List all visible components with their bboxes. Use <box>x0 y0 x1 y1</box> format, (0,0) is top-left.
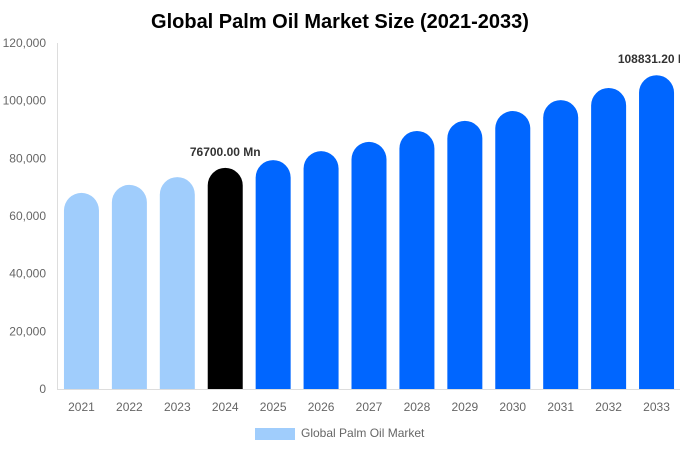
x-tick-label: 2023 <box>164 400 191 414</box>
x-tick-label: 2028 <box>404 400 431 414</box>
x-tick-label: 2027 <box>356 400 383 414</box>
x-tick-label: 2026 <box>308 400 335 414</box>
bar-2028[interactable] <box>399 130 435 390</box>
y-tick-label: 80,000 <box>9 151 46 165</box>
bar-2027[interactable] <box>351 141 387 389</box>
legend-swatch <box>255 428 295 440</box>
x-tick-label: 2031 <box>547 400 574 414</box>
x-tick-label: 2030 <box>499 400 526 414</box>
bar-2031[interactable] <box>543 100 579 389</box>
legend[interactable]: Global Palm Oil Market <box>255 426 425 440</box>
bar-2032[interactable] <box>591 87 627 389</box>
bar-2026[interactable] <box>303 151 339 389</box>
bar-2033[interactable] <box>639 75 675 390</box>
x-tick-label: 2029 <box>451 400 478 414</box>
y-tick-label: 40,000 <box>9 267 46 281</box>
x-tick-label: 2032 <box>595 400 622 414</box>
bar-2022[interactable] <box>111 184 147 389</box>
y-tick-label: 60,000 <box>9 209 46 223</box>
x-tick-label: 2033 <box>643 400 670 414</box>
x-tick-label: 2021 <box>68 400 95 414</box>
bar-2030[interactable] <box>495 111 531 389</box>
x-tick-label: 2024 <box>212 400 239 414</box>
data-label: 108831.20 Mn <box>618 52 680 66</box>
y-tick-label: 20,000 <box>9 324 46 338</box>
bar-2021[interactable] <box>63 192 99 389</box>
y-tick-label: 0 <box>39 382 46 396</box>
bar-2025[interactable] <box>255 160 291 389</box>
x-tick-label: 2022 <box>116 400 143 414</box>
data-label: 76700.00 Mn <box>190 145 261 159</box>
y-tick-label: 120,000 <box>3 36 47 50</box>
bar-2029[interactable] <box>447 120 483 389</box>
bar-2023[interactable] <box>159 177 195 389</box>
x-tick-label: 2025 <box>260 400 287 414</box>
bar-2024[interactable] <box>207 167 243 389</box>
chart-title: Global Palm Oil Market Size (2021-2033) <box>151 11 529 33</box>
legend-label: Global Palm Oil Market <box>301 426 425 440</box>
y-tick-label: 100,000 <box>3 94 47 108</box>
